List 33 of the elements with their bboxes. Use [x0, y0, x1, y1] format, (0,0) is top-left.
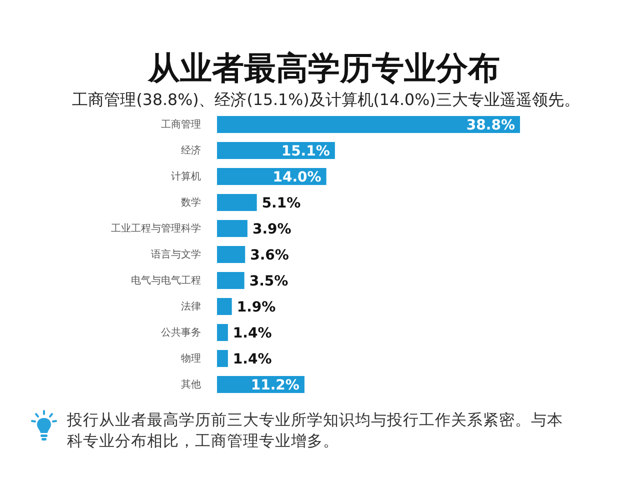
text: 投行从业者最高学历前三大专业所学知识均与投行工作关系紧密。与本科专业分布相比，工商管理专业增多。 [67, 410, 564, 452]
bar [217, 350, 228, 367]
chart-title: 从业者最高学历专业分布 [146, 49, 501, 87]
bar [217, 194, 257, 211]
chart-subtitle: 工商管理(38.8%)、经济(15.1%)及计算机(14.0%)三大专业遥遥领先。 [71, 90, 581, 110]
y-tick-label: 公共事务 [161, 326, 201, 339]
y-tick-label: 法律 [181, 300, 201, 313]
y-tick-label: 经济 [181, 144, 201, 157]
bar [217, 272, 244, 289]
data-label: 1.4% [232, 351, 272, 368]
data-label: 5.1% [262, 195, 301, 212]
data-label: 38.8% [466, 117, 515, 134]
bar [217, 324, 228, 341]
y-tick-label: 数学 [181, 196, 201, 209]
bar [217, 298, 232, 315]
data-label: 3.6% [250, 247, 289, 264]
data-label: 15.1% [281, 143, 330, 160]
data-label: 3.5% [249, 273, 288, 290]
y-tick-label: 工业工程与管理科学 [111, 222, 201, 235]
y-tick-label: 工商管理 [161, 118, 201, 131]
y-tick-label: 电气与电气工程 [131, 274, 201, 287]
bar [217, 246, 246, 263]
y-tick-label: 其他 [181, 378, 201, 391]
y-tick-label: 计算机 [171, 170, 201, 183]
data-label: 14.0% [272, 169, 322, 186]
data-label: 3.9% [252, 221, 292, 238]
y-tick-label: 物理 [181, 354, 201, 365]
bar [217, 116, 520, 133]
bar [217, 220, 248, 237]
y-tick-label: 语言与文学 [151, 248, 201, 261]
data-label: 1.9% [236, 299, 276, 316]
data-label: 11.2% [250, 377, 300, 394]
data-label: 1.4% [232, 325, 272, 342]
